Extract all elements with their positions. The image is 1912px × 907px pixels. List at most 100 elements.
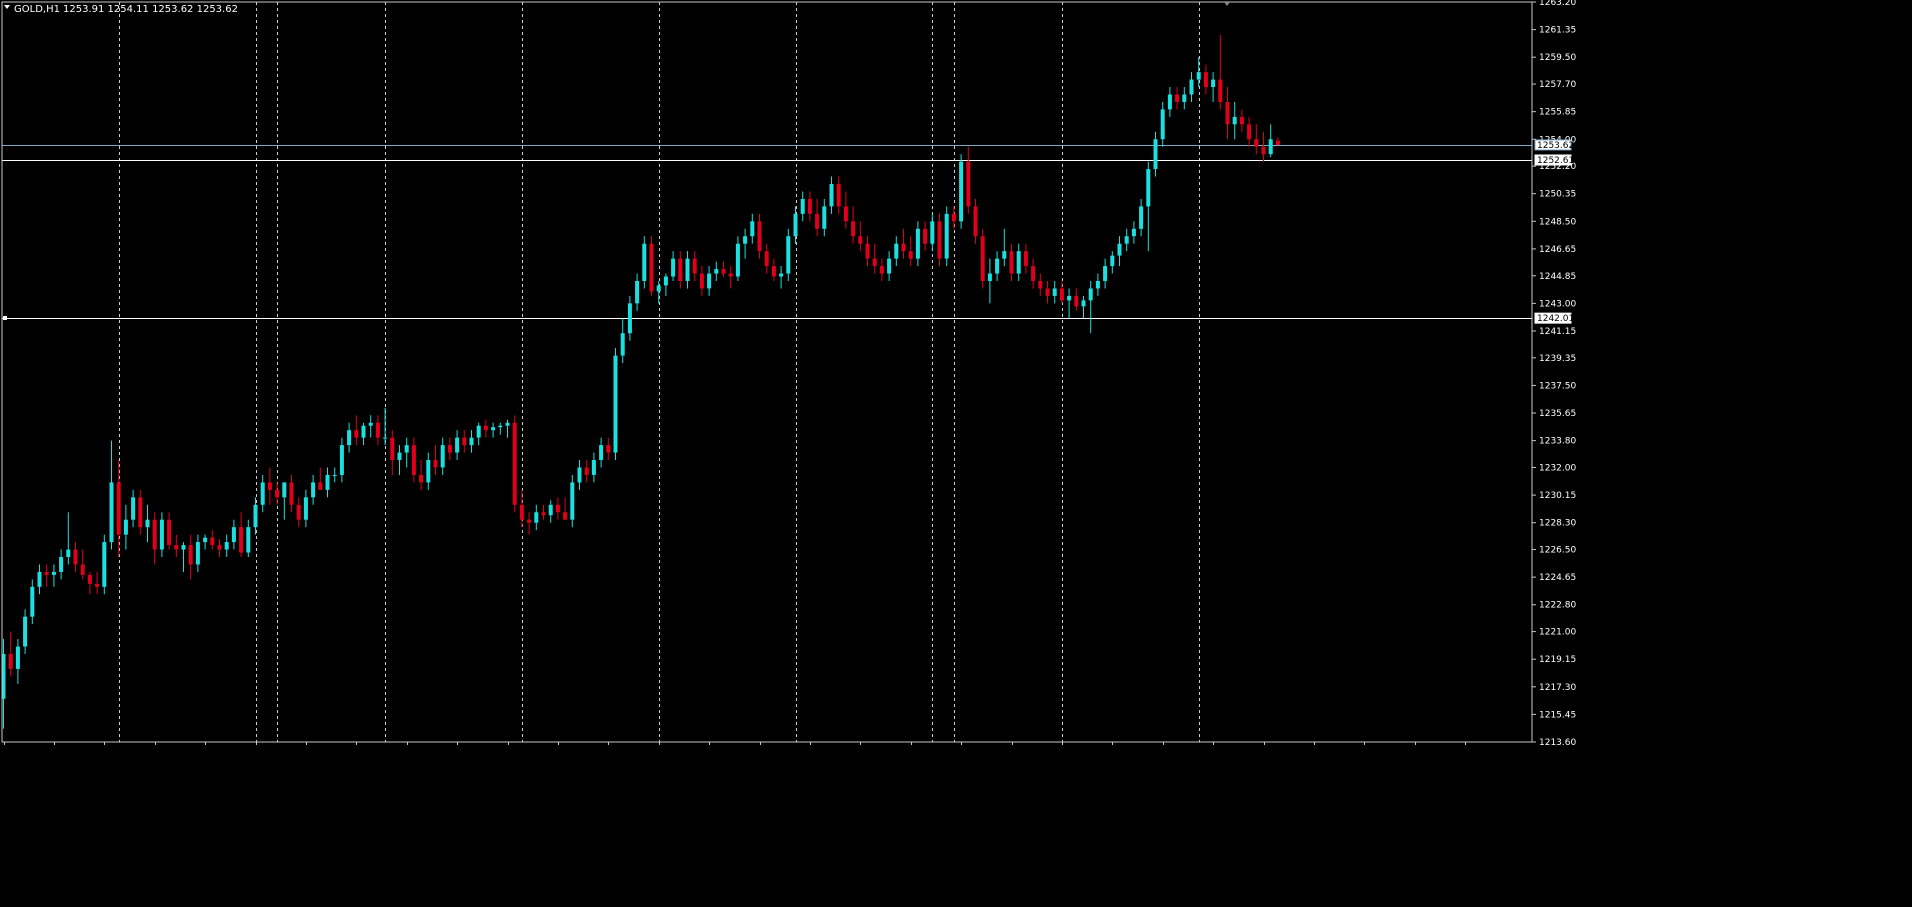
candle [692,251,697,281]
candle [750,213,755,244]
candle-body [390,437,395,461]
candle-body [1218,79,1223,102]
candle [995,251,1000,281]
dropdown-triangle-icon[interactable] [4,5,10,9]
candle [354,415,359,446]
candle [80,549,85,580]
ytick-label: 1261.35 [1539,26,1576,36]
candle-body [901,243,906,252]
ytick-label: 1213.60 [1539,738,1576,748]
candle [253,497,258,535]
line-handle-icon[interactable] [3,316,7,320]
price-tag-label: 1252.61 [1537,156,1574,166]
candle [1232,101,1237,140]
candle-body [671,258,676,277]
candle [51,564,56,587]
candle-body [563,512,568,520]
candle [836,176,841,214]
candle [829,176,834,214]
candle [735,236,740,281]
candle-body [663,276,668,286]
candle-body [23,616,28,647]
candle-body [505,422,510,426]
candle [483,419,488,438]
candle [123,504,128,550]
chart-shift-icon[interactable] [1224,2,1230,6]
candle-body [915,228,920,259]
candle-body [786,236,791,274]
candle [627,295,632,341]
candle [599,437,604,468]
candle-body [836,184,841,207]
candle [584,460,589,483]
candle-body [404,445,409,453]
candle-body [930,221,935,244]
candle-body [116,482,121,535]
candle [1239,109,1244,132]
candle [606,437,611,461]
candle-body [246,527,251,553]
candle-body [627,303,632,334]
candle-body [491,427,496,431]
price-tag: 1242.01 [1534,312,1574,324]
candle [318,467,323,490]
candle [1160,101,1165,147]
ytick-label: 1255.85 [1539,108,1576,118]
candle-body [1002,251,1007,259]
candle-body [167,519,172,546]
candle [311,474,316,505]
ytick-label: 1217.30 [1539,683,1576,693]
candle [944,206,949,267]
candle-body [440,445,445,468]
candle-body [1139,206,1144,229]
candle-body [447,445,452,453]
candle-body [692,258,697,274]
candle-body [411,445,416,475]
ytick-label: 1235.65 [1539,409,1576,419]
candle [210,530,215,550]
candle-body [764,251,769,267]
candle [361,422,366,446]
candle [908,236,913,267]
candle [1045,280,1050,304]
candle-body [289,482,294,505]
candle-body [1088,288,1093,301]
candle-body [728,273,733,277]
candle-body [30,586,35,617]
candle-body [951,213,956,222]
candle-body [476,425,481,438]
candle-body [469,437,474,446]
candle [1103,258,1108,289]
ytick-label: 1228.30 [1539,519,1576,529]
candle [433,445,438,475]
candle-body [397,452,402,461]
candle-body [1059,288,1064,301]
candle [959,154,964,229]
candle [462,430,467,453]
candle [375,415,380,446]
candle [851,206,856,244]
candle-body [987,273,992,281]
candle-body [210,537,215,546]
candle [872,243,877,274]
candle [339,437,344,483]
candle [455,430,460,461]
candle-body [678,258,683,281]
candle [577,460,582,490]
candle-body [1067,295,1072,301]
candle-body [815,213,820,229]
candle-body [217,545,222,550]
candle-body [462,437,467,446]
ytick-label: 1221.00 [1539,628,1576,638]
candle-body [1239,116,1244,125]
candle [267,467,272,505]
candle-body [1103,266,1108,281]
candle [1016,243,1021,281]
candle [1182,87,1187,110]
candle-body [1261,146,1266,155]
candle-body [858,236,863,244]
candle-body [433,460,438,468]
candle [793,206,798,244]
